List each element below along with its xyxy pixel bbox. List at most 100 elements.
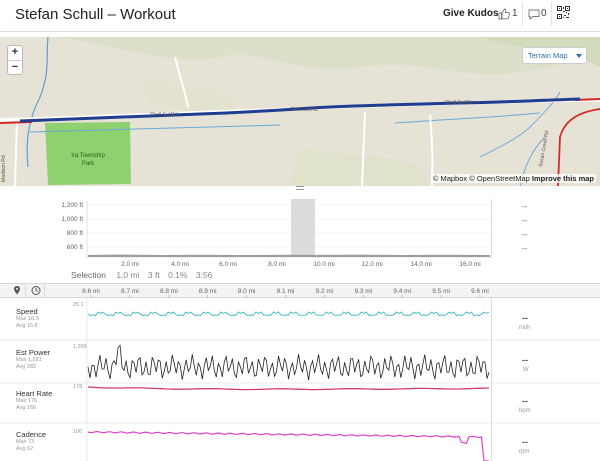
map-pin-toggle[interactable] [8,284,26,297]
elevation-profile [88,254,490,257]
map-pin-icon [14,286,20,295]
streams-toolbar [0,283,600,298]
page-title: Stefan Schull – Workout [15,6,176,23]
zoom-out-button[interactable]: − [8,60,22,74]
stream-x-tick-label: 8.6 mi [82,288,100,295]
heart-rate-unit: bpm [519,408,531,414]
x-tick-label: 14.0 mi [410,261,431,268]
x-tick-label: 12.0 mi [361,261,382,268]
stream-max: Max 73 [16,439,35,445]
stream-axis-top: 178 [73,384,82,390]
speed-stream-line [87,311,490,317]
stream-max: Max 176 [16,398,38,404]
map-attribution: © Mapbox © OpenStreetMap Improve this ma… [430,174,596,183]
zoom-in-button[interactable]: + [11,46,19,58]
stream-avg: Avg 15.8 [16,323,38,329]
stream-x-axis: 8.6 mi 8.7 mi 8.8 mi 8.9 mi 9.0 mi 9.1 mi 9.2 … [82,288,489,298]
heart-rate-readout: -- [522,396,528,406]
selection-distance: 1.0 mi [116,270,140,280]
header-divider [522,2,523,26]
kudos-count: 1 [512,8,518,19]
map-canvas[interactable]: Shell Sul Rd Shell Sul Rd Shell Sul Rd S… [0,37,600,186]
park-label: Park [82,161,95,167]
elevation-readout: -- [522,244,528,253]
speed-readout: -- [522,313,528,323]
park-label: Ira Township [71,153,105,159]
stream-axis-top: 100 [73,429,82,435]
stream-name: Est Power [16,348,51,357]
y-tick-label: 800 ft [67,230,83,237]
elevation-readout: -- [522,202,528,211]
map-type-label: Terrain Map [528,51,568,60]
road-label: Shell Sul Rd [445,100,473,106]
x-tick-label: 6.0 mi [219,261,237,268]
stream-x-tick-label: 9.4 mi [393,288,411,295]
comment-icon[interactable] [527,7,541,21]
road-label: Shell Sul Rd [290,107,318,113]
stream-max: Max 18.3 [16,316,39,322]
elevation-readout: -- [522,216,528,225]
elevation-readout: -- [522,230,528,239]
selection-band [291,199,315,257]
improve-map-link[interactable]: Improve this map [531,174,594,183]
stream-x-tick-label: 9.2 mi [316,288,334,295]
power-stream-line [87,344,490,381]
stream-x-tick-label: 9.0 mi [238,288,256,295]
stream-x-tick-label: 9.1 mi [277,288,295,295]
road-label: Madison Rd [1,155,7,182]
power-readout: -- [522,355,528,365]
stream-avg: Avg 62 [16,446,34,452]
stream-axis-top: 25.1 [73,302,84,308]
attribution-text[interactable]: © Mapbox © OpenStreetMap [432,174,530,183]
time-toggle[interactable] [27,284,45,297]
x-tick-label: 4.0 mi [171,261,189,268]
x-tick-label: 8.0 mi [268,261,286,268]
stream-max: Max 1,281 [16,357,42,363]
power-label-block: Est Power Max 1,281 Avg 282 [16,348,66,371]
stream-name: Speed [16,307,38,316]
cadence-readout: -- [522,437,528,447]
route-line [19,97,581,123]
stream-x-tick-label: 9.5 mi [432,288,450,295]
elevation-chart[interactable]: 1,200 ft 1,000 ft 800 ft 600 ft 2.0 mi 4… [0,193,600,283]
route-map[interactable]: Shell Sul Rd Shell Sul Rd Shell Sul Rd S… [0,37,600,186]
cadence-label-block: Cadence Max 73 Avg 62 [16,430,66,453]
heart-rate-label-block: Heart Rate Max 176 Avg 166 [16,389,66,412]
stream-avg: Avg 166 [16,405,37,411]
y-tick-label: 600 ft [67,244,83,251]
thumbs-up-icon[interactable] [497,7,511,21]
header-divider [551,2,552,26]
heart-rate-stream-line [87,386,490,391]
y-tick-label: 1,200 ft [61,202,83,209]
cadence-stream-line [87,430,489,461]
selection-grade: 0.1% [168,270,188,280]
y-tick-label: 1,000 ft [61,216,83,223]
stream-avg: Avg 282 [16,364,37,370]
caret-down-icon [576,54,582,58]
stream-x-tick-label: 9.3 mi [354,288,372,295]
map-type-dropdown[interactable]: Terrain Map [522,47,587,64]
x-tick-label: 16.0 mi [459,261,480,268]
speed-label-block: Speed Max 18.3 Avg 15.8 [16,307,66,330]
selection-elevation: 3 ft [147,270,160,280]
workout-header: Stefan Schull – Workout Give Kudos 1 0 [0,0,600,32]
give-kudos-button[interactable]: Give Kudos [443,8,499,19]
map-resize-handle[interactable] [296,186,304,190]
cadence-unit: rpm [519,449,530,455]
selection-time: 3:56 [195,270,213,280]
road-label: Susan Creek Rd [538,130,550,167]
qr-code-icon[interactable] [557,6,570,19]
road-label: Sul Rd [1,117,16,123]
stream-name: Cadence [16,430,47,439]
park-area [45,122,131,185]
stream-x-tick-label: 8.9 mi [199,288,217,295]
power-unit: W [523,367,529,373]
streams-chart[interactable]: 8.6 mi 8.7 mi 8.8 mi 8.9 mi 9.0 mi 9.1 mi 9.2 … [0,283,600,461]
stream-x-tick-label: 8.7 mi [121,288,139,295]
clock-icon [31,286,41,295]
x-tick-label: 10.0 mi [313,261,334,268]
stream-x-tick-label: 9.6 mi [471,288,489,295]
road-label: Shell Sul Rd [150,112,178,118]
speed-unit: mi/h [519,325,531,331]
comment-count: 0 [541,8,547,19]
